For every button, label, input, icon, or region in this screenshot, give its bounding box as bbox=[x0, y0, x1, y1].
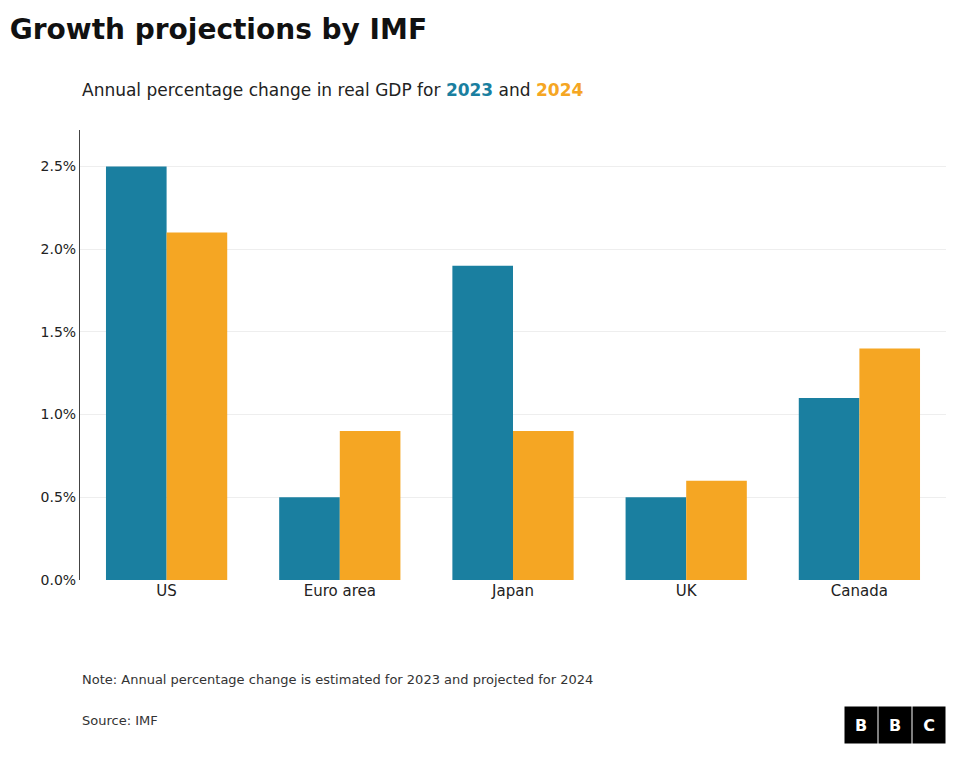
svg-text:Note: Annual percentage change: Note: Annual percentage change is estima… bbox=[82, 672, 593, 687]
svg-text:1.0%: 1.0% bbox=[41, 406, 77, 422]
svg-text:UK: UK bbox=[676, 582, 698, 600]
svg-text:B: B bbox=[855, 716, 867, 735]
svg-text:C: C bbox=[923, 716, 935, 735]
svg-text:Japan: Japan bbox=[491, 582, 534, 600]
svg-text:2.0%: 2.0% bbox=[41, 241, 77, 257]
svg-text:Growth projections by IMF: Growth projections by IMF bbox=[10, 13, 427, 46]
svg-text:US: US bbox=[156, 582, 177, 600]
svg-text:1.5%: 1.5% bbox=[41, 324, 77, 340]
svg-text:Annual percentage change in re: Annual percentage change in real GDP for… bbox=[82, 80, 583, 100]
svg-text:Source: IMF: Source: IMF bbox=[82, 713, 158, 728]
svg-text:2.5%: 2.5% bbox=[41, 158, 77, 174]
svg-text:Canada: Canada bbox=[831, 582, 888, 600]
svg-text:Euro area: Euro area bbox=[304, 582, 376, 600]
svg-text:0.0%: 0.0% bbox=[41, 572, 77, 588]
svg-text:0.5%: 0.5% bbox=[41, 489, 77, 505]
svg-text:B: B bbox=[889, 716, 901, 735]
